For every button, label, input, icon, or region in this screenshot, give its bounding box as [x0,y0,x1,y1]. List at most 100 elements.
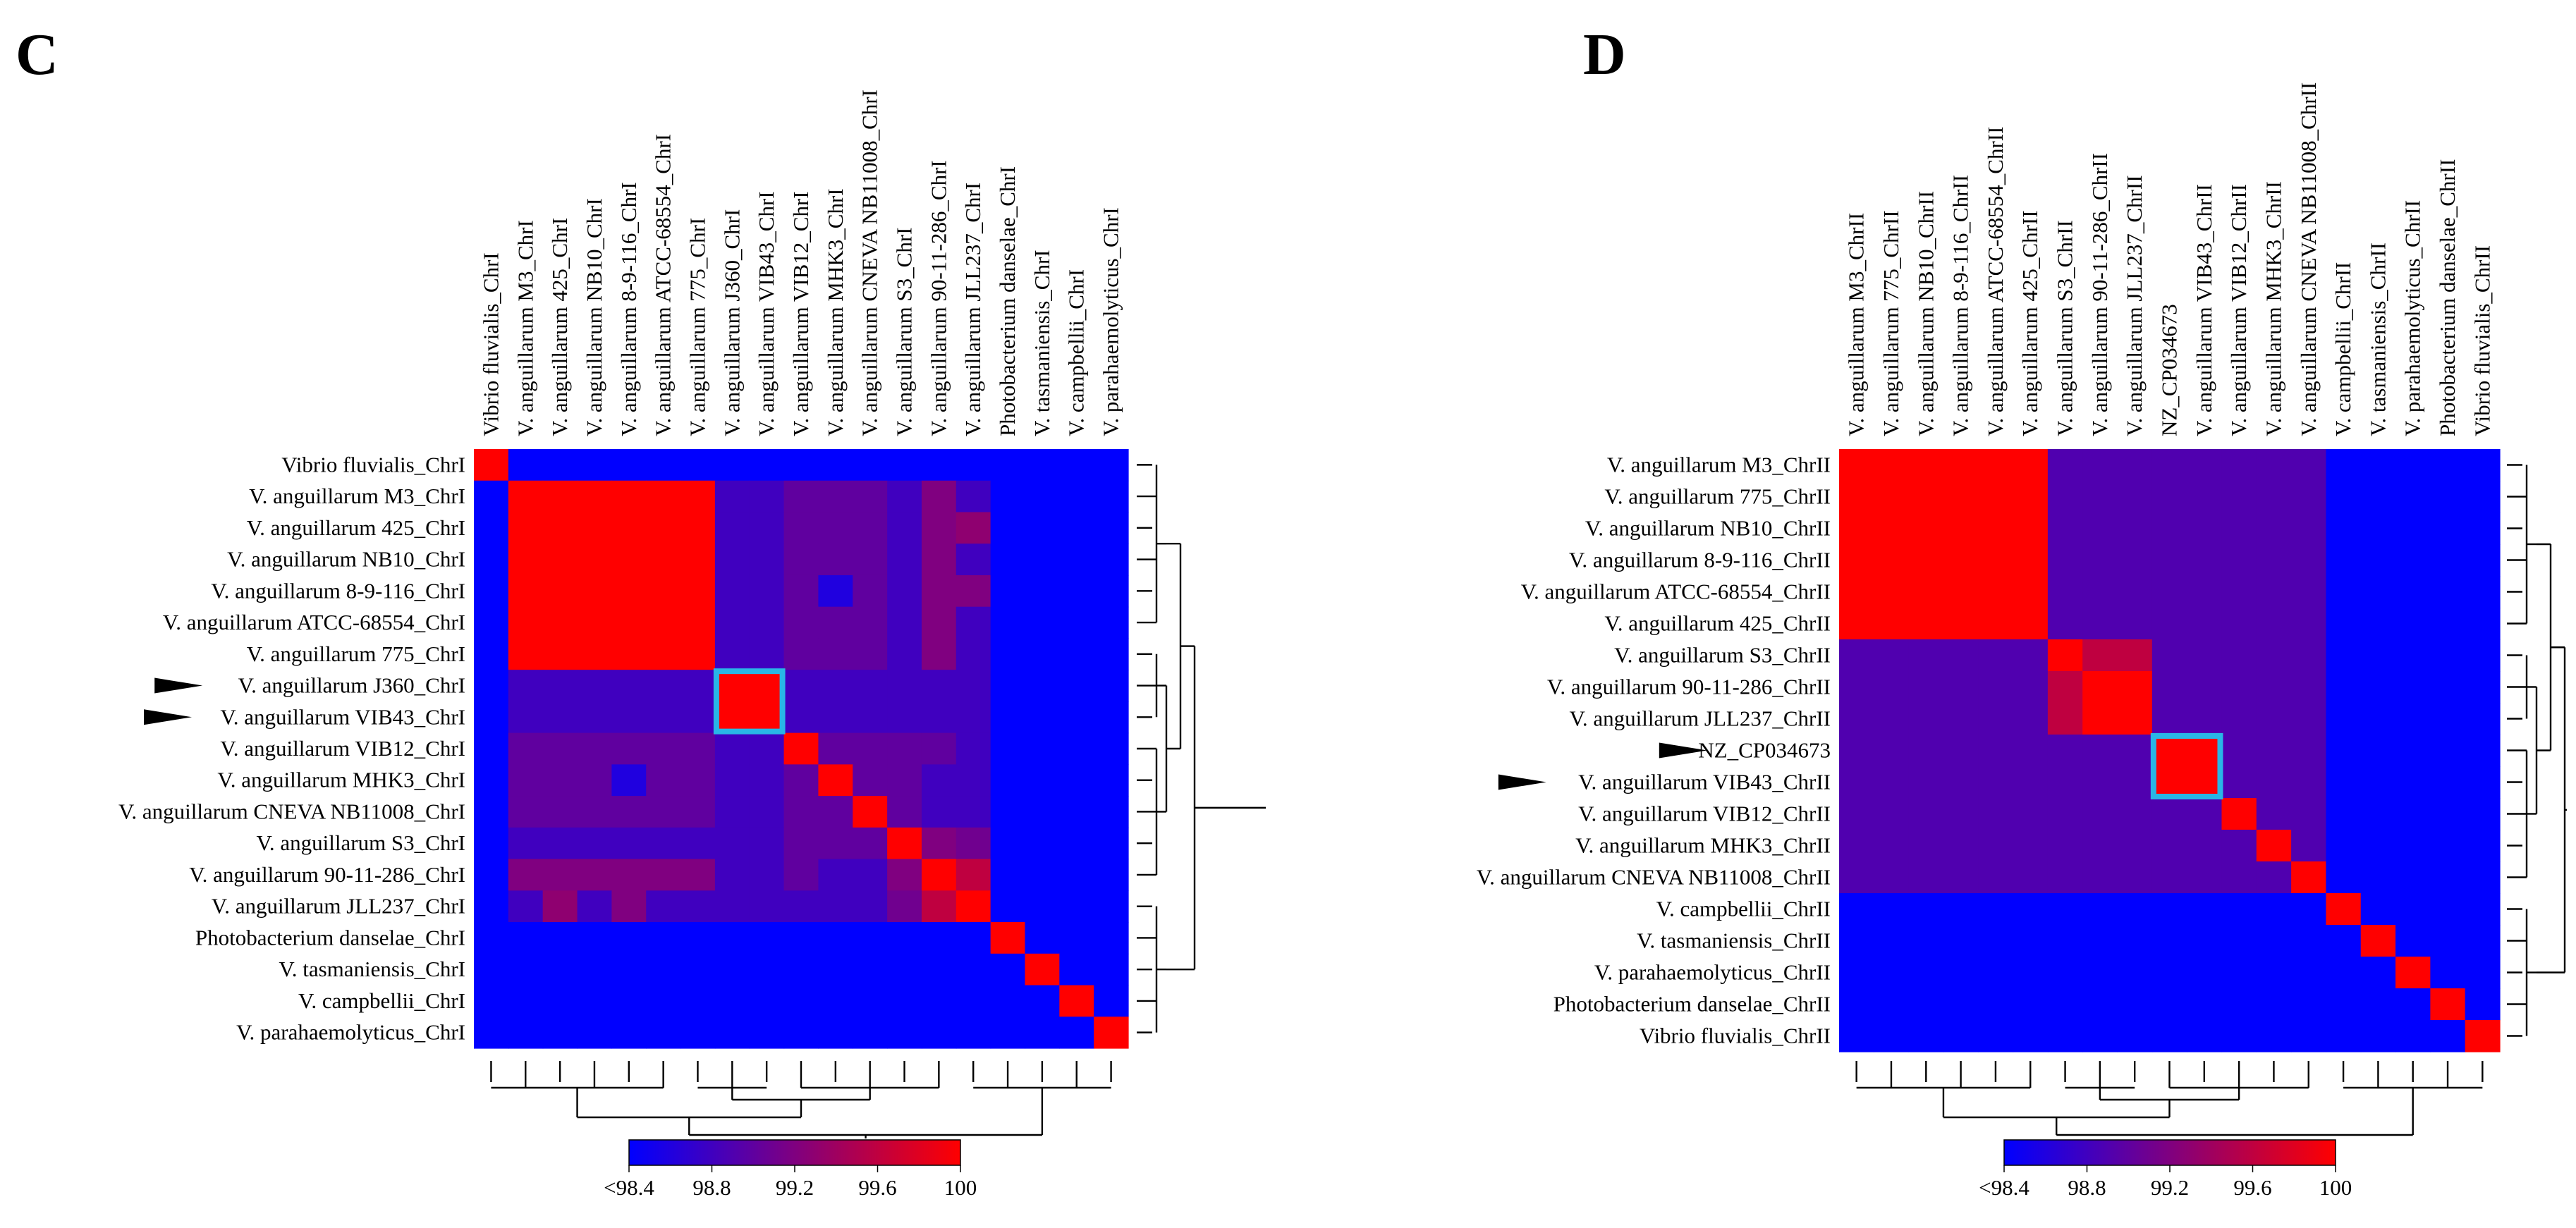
heatmap-cell [1874,608,1910,640]
heatmap-cell [853,544,888,576]
heatmap-cell [2082,925,2118,957]
heatmap-cell [1839,449,1874,481]
heatmap-cell [2360,766,2396,799]
heatmap-cell [2291,608,2327,640]
heatmap-cell [2395,576,2431,608]
heatmap-cell [2187,735,2223,767]
heatmap-cell [2117,671,2153,704]
heatmap-cell [1943,576,1979,608]
heatmap-cell [2047,703,2083,735]
heatmap-cell [749,606,785,639]
heatmap-cell [921,890,957,923]
heatmap-cell [2430,1020,2466,1052]
heatmap-cell [1839,861,1874,894]
heatmap-cell [1978,830,2014,862]
heatmap-cell [990,670,1026,702]
heatmap-cell [611,922,647,954]
heatmap-cell [474,985,509,1017]
heatmap-cell [508,796,544,828]
heatmap-cell [1839,1020,1874,1052]
heatmap-cell [1839,544,1874,577]
heatmap-cell [646,732,681,765]
row-label: V. tasmaniensis_ChrII [1637,928,1831,953]
heatmap-cell [577,670,612,702]
heatmap-cell [1943,608,1979,640]
heatmap-cell [2117,830,2153,862]
heatmap-cell [2151,449,2187,481]
heatmap-cell [714,827,750,860]
heatmap-cell [1059,922,1094,954]
heatmap-cell [508,985,544,1017]
heatmap-cell [1943,481,1979,513]
heatmap-cell [2151,735,2187,767]
heatmap-cell [542,953,578,986]
heatmap-cell [1025,859,1060,891]
column-label: V. anguillarum M3_ChrI [513,220,537,436]
heatmap-cell [2430,735,2466,767]
column-label: V. anguillarum 90-11-286_ChrII [2087,153,2112,436]
heatmap-cell [921,544,957,576]
heatmap-cell [887,953,922,986]
heatmap-cell [1059,701,1094,734]
heatmap-cell [542,480,578,513]
heatmap-cell [956,985,991,1017]
heatmap-cell [2151,576,2187,608]
heatmap-cell [887,827,922,860]
colorbar-tick-label: 99.2 [2151,1175,2189,1200]
heatmap-cell [1059,638,1094,670]
heatmap-cell [2013,798,2049,830]
heatmap-cell [887,922,922,954]
heatmap-cell [611,575,647,608]
heatmap-cell [887,575,922,608]
heatmap-cell [749,985,785,1017]
heatmap-cell [2013,735,2049,767]
heatmap-cell [2187,512,2223,545]
heatmap-cell [1094,670,1129,702]
heatmap-cell [2430,925,2466,957]
heatmap-cell [2430,830,2466,862]
heatmap-cell [921,827,957,860]
panel-label: C [16,22,59,87]
heatmap-cell [2117,1020,2153,1052]
heatmap-cell [1943,1020,1979,1052]
heatmap-cell [542,512,578,544]
heatmap-cell [2151,988,2187,1021]
heatmap-cell [2013,512,2049,545]
heatmap-cell [749,480,785,513]
heatmap-cell [1874,798,1910,830]
column-label: V. anguillarum NB10_ChrI [582,198,606,436]
heatmap-cell [1025,670,1060,702]
heatmap-cell [783,670,819,702]
heatmap-cell [783,638,819,670]
heatmap-cell [1874,861,1910,894]
heatmap-cell [1978,861,2014,894]
heatmap-cell [2151,1020,2187,1052]
heatmap-cell [646,670,681,702]
heatmap-cell [1978,925,2014,957]
heatmap-cell [853,890,888,923]
heatmap-cell [2082,608,2118,640]
row-label: V. anguillarum VIB43_ChrI [220,704,465,729]
heatmap-cell [2221,481,2257,513]
heatmap-cell [1059,827,1094,860]
heatmap-cell [2326,481,2362,513]
heatmap-cell [2221,830,2257,862]
heatmap-cell [2291,735,2327,767]
heatmap-cell [2360,481,2396,513]
heatmap-cell [714,953,750,986]
heatmap-cell [2082,957,2118,989]
heatmap-cell [1059,985,1094,1017]
heatmap-cell [2221,798,2257,830]
heatmap-cell [577,796,612,828]
colorbar-tick-label: 99.2 [776,1175,814,1200]
column-label: V. tasmaniensis_ChrI [1030,250,1054,436]
heatmap-cell [2117,481,2153,513]
heatmap-cell [611,953,647,986]
heatmap-cell [887,512,922,544]
column-label: V. tasmaniensis_ChrII [2365,242,2390,436]
column-label: V. parahaemolyticus_ChrI [1099,207,1123,436]
heatmap-cell [2465,576,2501,608]
heatmap-cell [646,859,681,891]
heatmap-cell [2360,957,2396,989]
heatmap-cell [1839,703,1874,735]
